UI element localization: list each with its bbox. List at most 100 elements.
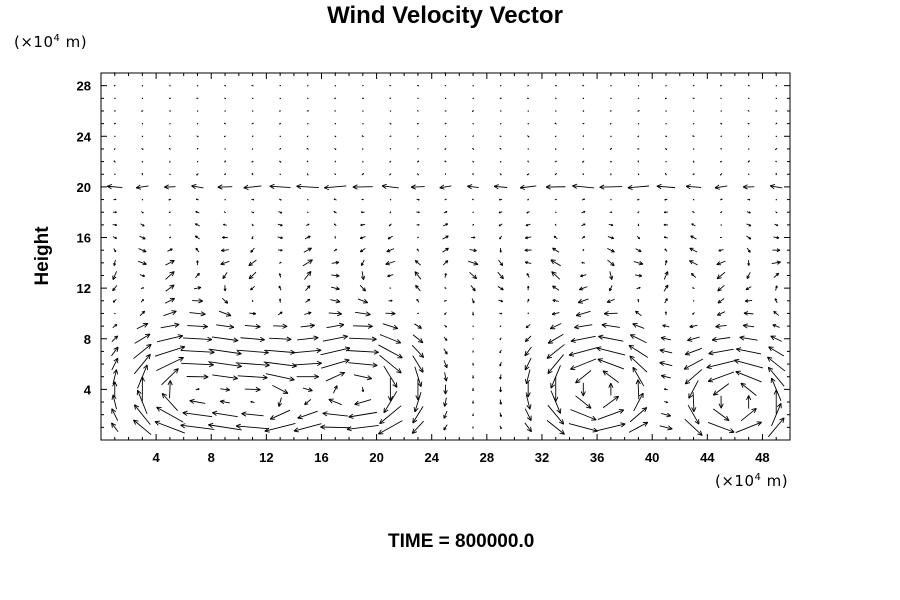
vector-arrow bbox=[359, 236, 366, 240]
arrow-head bbox=[444, 260, 449, 262]
arrow-head bbox=[660, 336, 666, 338]
vector-arrow bbox=[330, 286, 340, 291]
vector-arrow bbox=[552, 285, 560, 291]
vector-dot bbox=[141, 199, 144, 201]
vector-arrow bbox=[568, 347, 598, 357]
arrow-head bbox=[374, 349, 379, 353]
arrow-head bbox=[524, 261, 528, 265]
arrow-head bbox=[198, 300, 203, 304]
arrow-head bbox=[264, 362, 270, 366]
vector-arrow bbox=[554, 223, 557, 226]
vector-arrow bbox=[416, 122, 419, 125]
arrow-head bbox=[180, 423, 186, 426]
vector-arrow bbox=[770, 335, 782, 342]
arrow-head bbox=[228, 326, 235, 330]
vector-arrow bbox=[775, 199, 777, 201]
arrow-shaft bbox=[133, 419, 152, 436]
vector-arrow bbox=[692, 135, 695, 138]
arrow-shaft bbox=[659, 425, 673, 430]
vector-arrow bbox=[720, 84, 722, 87]
arrow-head bbox=[177, 334, 183, 337]
vector-arrow bbox=[525, 394, 532, 410]
vector-arrow bbox=[416, 84, 420, 87]
vector-arrow bbox=[747, 260, 751, 266]
arrow-head bbox=[113, 346, 119, 350]
vector-arrow bbox=[389, 211, 392, 214]
arrow-head bbox=[576, 315, 582, 317]
vector-arrow bbox=[278, 261, 282, 264]
arrow-shaft bbox=[712, 408, 730, 421]
vector-arrow bbox=[279, 135, 281, 137]
arrow-head bbox=[501, 274, 504, 279]
vector-arrow bbox=[333, 385, 338, 394]
vector-arrow bbox=[208, 361, 242, 369]
arrow-head bbox=[220, 399, 225, 402]
vector-arrow bbox=[297, 410, 318, 420]
arrow-head bbox=[568, 351, 574, 356]
vector-dot bbox=[775, 135, 777, 137]
arrow-shaft bbox=[547, 333, 564, 344]
arrow-head bbox=[708, 353, 714, 356]
vector-arrow bbox=[771, 402, 782, 427]
vector-arrow bbox=[220, 260, 230, 266]
arrow-shaft bbox=[685, 347, 703, 355]
vector-dot bbox=[279, 97, 281, 100]
arrow-shaft bbox=[599, 186, 623, 188]
arrow-head bbox=[730, 428, 735, 433]
arrow-head bbox=[582, 85, 584, 87]
vector-arrow bbox=[527, 285, 530, 291]
arrow-head bbox=[556, 409, 561, 414]
arrow-head bbox=[712, 390, 717, 396]
arrow-head bbox=[606, 299, 610, 303]
arrow-head bbox=[398, 368, 402, 374]
arrow-head bbox=[467, 184, 473, 187]
x-tick-label: 12 bbox=[259, 450, 273, 465]
arrow-shaft bbox=[156, 357, 184, 372]
arrow-head bbox=[198, 298, 203, 302]
vector-arrow bbox=[139, 235, 146, 240]
vector-arrow bbox=[720, 110, 722, 112]
arrow-head bbox=[691, 223, 694, 226]
arrow-head bbox=[689, 326, 694, 329]
vector-arrow bbox=[692, 173, 695, 176]
vector-arrow bbox=[708, 348, 734, 356]
vector-arrow bbox=[322, 334, 348, 342]
vector-arrow bbox=[161, 368, 179, 386]
arrow-shaft bbox=[579, 286, 588, 291]
vector-arrow bbox=[707, 422, 735, 434]
arrow-head bbox=[107, 184, 113, 187]
vector-arrow bbox=[196, 147, 199, 150]
arrow-shaft bbox=[525, 394, 531, 410]
vector-dot bbox=[527, 123, 529, 125]
vector-arrow bbox=[720, 97, 722, 100]
arrow-shaft bbox=[745, 299, 753, 302]
vector-arrow bbox=[774, 298, 778, 304]
arrow-head bbox=[499, 364, 502, 367]
arrow-shaft bbox=[154, 421, 185, 434]
arrow-head bbox=[638, 263, 643, 266]
arrow-head bbox=[418, 355, 424, 358]
arrow-shaft bbox=[661, 413, 671, 417]
vector-arrow bbox=[772, 324, 780, 328]
arrow-head bbox=[221, 250, 225, 253]
vector-arrow bbox=[443, 223, 449, 227]
arrow-head bbox=[304, 401, 307, 405]
vector-arrow bbox=[417, 110, 419, 112]
vector-arrow bbox=[664, 147, 668, 151]
arrow-shaft bbox=[111, 422, 119, 433]
arrow-shaft bbox=[606, 298, 615, 303]
vector-arrow bbox=[413, 391, 422, 413]
vector-arrow bbox=[664, 401, 669, 404]
arrow-head bbox=[341, 372, 346, 377]
arrow-shaft bbox=[212, 374, 238, 379]
vector-arrow bbox=[133, 404, 151, 425]
arrow-head bbox=[345, 346, 351, 349]
vector-arrow bbox=[361, 97, 364, 100]
vector-arrow bbox=[554, 122, 557, 125]
vector-arrow bbox=[637, 85, 640, 87]
vector-arrow bbox=[472, 325, 474, 327]
arrow-head bbox=[608, 383, 612, 388]
vector-dot bbox=[334, 123, 336, 125]
arrow-shaft bbox=[137, 390, 148, 415]
arrow-shaft bbox=[687, 336, 700, 341]
